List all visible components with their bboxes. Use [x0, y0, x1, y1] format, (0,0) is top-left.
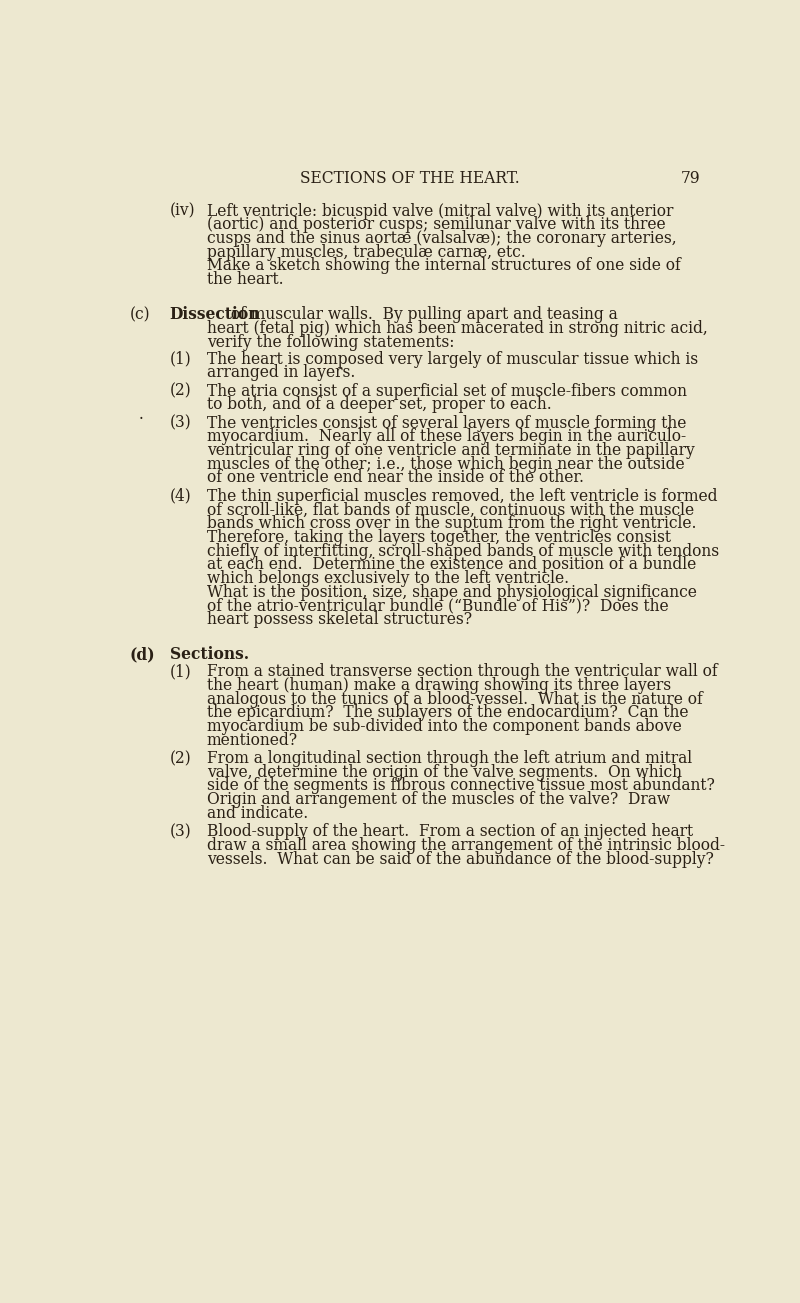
Text: The ventricles consist of several layers of muscle forming the: The ventricles consist of several layers… — [207, 414, 686, 431]
Text: (c): (c) — [130, 306, 150, 323]
Text: Left ventricle: bicuspid valve (mitral valve) with its anterior: Left ventricle: bicuspid valve (mitral v… — [207, 202, 674, 220]
Text: (2): (2) — [170, 383, 191, 400]
Text: (2): (2) — [170, 751, 191, 767]
Text: at each end.  Determine the existence and position of a bundle: at each end. Determine the existence and… — [207, 556, 696, 573]
Text: papillary muscles, trabeculæ carnæ, etc.: papillary muscles, trabeculæ carnæ, etc. — [207, 244, 526, 261]
Text: muscles of the other; i.e., those which begin near the outside: muscles of the other; i.e., those which … — [207, 456, 685, 473]
Text: Therefore, taking the layers together, the ventricles consist: Therefore, taking the layers together, t… — [207, 529, 671, 546]
Text: cusps and the sinus aortæ (valsalvæ); the coronary arteries,: cusps and the sinus aortæ (valsalvæ); th… — [207, 229, 677, 248]
Text: side of the segments is fibrous connective tissue most abundant?: side of the segments is fibrous connecti… — [207, 778, 715, 795]
Text: to both, and of a deeper set, proper to each.: to both, and of a deeper set, proper to … — [207, 396, 552, 413]
Text: and indicate.: and indicate. — [207, 805, 308, 822]
Text: (3): (3) — [170, 823, 191, 840]
Text: (1): (1) — [170, 663, 191, 680]
Text: of the atrio-ventricular bundle (“Bundle of His”)?  Does the: of the atrio-ventricular bundle (“Bundle… — [207, 597, 669, 615]
Text: SECTIONS OF THE HEART.: SECTIONS OF THE HEART. — [300, 171, 520, 188]
Text: The heart is composed very largely of muscular tissue which is: The heart is composed very largely of mu… — [207, 351, 698, 367]
Text: mentioned?: mentioned? — [207, 732, 298, 749]
Text: of muscular walls.  By pulling apart and teasing a: of muscular walls. By pulling apart and … — [226, 306, 618, 323]
Text: From a stained transverse section through the ventricular wall of: From a stained transverse section throug… — [207, 663, 718, 680]
Text: (4): (4) — [170, 487, 191, 504]
Text: the epicardium?  The sublayers of the endocardium?  Can the: the epicardium? The sublayers of the end… — [207, 705, 689, 722]
Text: analogous to the tunics of a blood-vessel.  What is the nature of: analogous to the tunics of a blood-vesse… — [207, 691, 702, 708]
Text: Origin and arrangement of the muscles of the valve?  Draw: Origin and arrangement of the muscles of… — [207, 791, 670, 808]
Text: The atria consist of a superficial set of muscle-fibers common: The atria consist of a superficial set o… — [207, 383, 687, 400]
Text: verify the following statements:: verify the following statements: — [207, 334, 454, 351]
Text: heart possess skeletal structures?: heart possess skeletal structures? — [207, 611, 472, 628]
Text: (3): (3) — [170, 414, 191, 431]
Text: Make a sketch showing the internal structures of one side of: Make a sketch showing the internal struc… — [207, 258, 681, 275]
Text: valve, determine the origin of the valve segments.  On which: valve, determine the origin of the valve… — [207, 764, 682, 780]
Text: the heart (human) make a drawing showing its three layers: the heart (human) make a drawing showing… — [207, 676, 671, 694]
Text: (aortic) and posterior cusps; semilunar valve with its three: (aortic) and posterior cusps; semilunar … — [207, 216, 666, 233]
Text: of one ventricle end near the inside of the other.: of one ventricle end near the inside of … — [207, 469, 584, 486]
Text: The thin superficial muscles removed, the left ventricle is formed: The thin superficial muscles removed, th… — [207, 487, 718, 504]
Text: From a longitudinal section through the left atrium and mitral: From a longitudinal section through the … — [207, 751, 692, 767]
Text: draw a small area showing the arrangement of the intrinsic blood-: draw a small area showing the arrangemen… — [207, 837, 725, 853]
Text: (d): (d) — [130, 646, 155, 663]
Text: 79: 79 — [681, 171, 701, 188]
Text: Blood-supply of the heart.  From a section of an injected heart: Blood-supply of the heart. From a sectio… — [207, 823, 693, 840]
Text: Sections.: Sections. — [170, 646, 249, 663]
Text: ·: · — [138, 410, 144, 427]
Text: ventricular ring of one ventricle and terminate in the papillary: ventricular ring of one ventricle and te… — [207, 442, 694, 459]
Text: Dissection: Dissection — [170, 306, 260, 323]
Text: vessels.  What can be said of the abundance of the blood-supply?: vessels. What can be said of the abundan… — [207, 851, 714, 868]
Text: myocardium be sub-divided into the component bands above: myocardium be sub-divided into the compo… — [207, 718, 682, 735]
Text: chiefly of interfitting, scroll-shaped bands of muscle with tendons: chiefly of interfitting, scroll-shaped b… — [207, 542, 719, 559]
Text: heart (fetal pig) which has been macerated in strong nitric acid,: heart (fetal pig) which has been macerat… — [207, 321, 708, 337]
Text: bands which cross over in the suptum from the right ventricle.: bands which cross over in the suptum fro… — [207, 515, 697, 532]
Text: which belongs exclusively to the left ventricle.: which belongs exclusively to the left ve… — [207, 569, 569, 588]
Text: (1): (1) — [170, 351, 191, 367]
Text: the heart.: the heart. — [207, 271, 283, 288]
Text: (iv): (iv) — [170, 202, 195, 220]
Text: of scroll-like, flat bands of muscle, continuous with the muscle: of scroll-like, flat bands of muscle, co… — [207, 502, 694, 519]
Text: arranged in layers.: arranged in layers. — [207, 365, 355, 382]
Text: What is the position, size, shape and physiological significance: What is the position, size, shape and ph… — [207, 584, 697, 601]
Text: myocardium.  Nearly all of these layers begin in the auriculo-: myocardium. Nearly all of these layers b… — [207, 429, 686, 446]
